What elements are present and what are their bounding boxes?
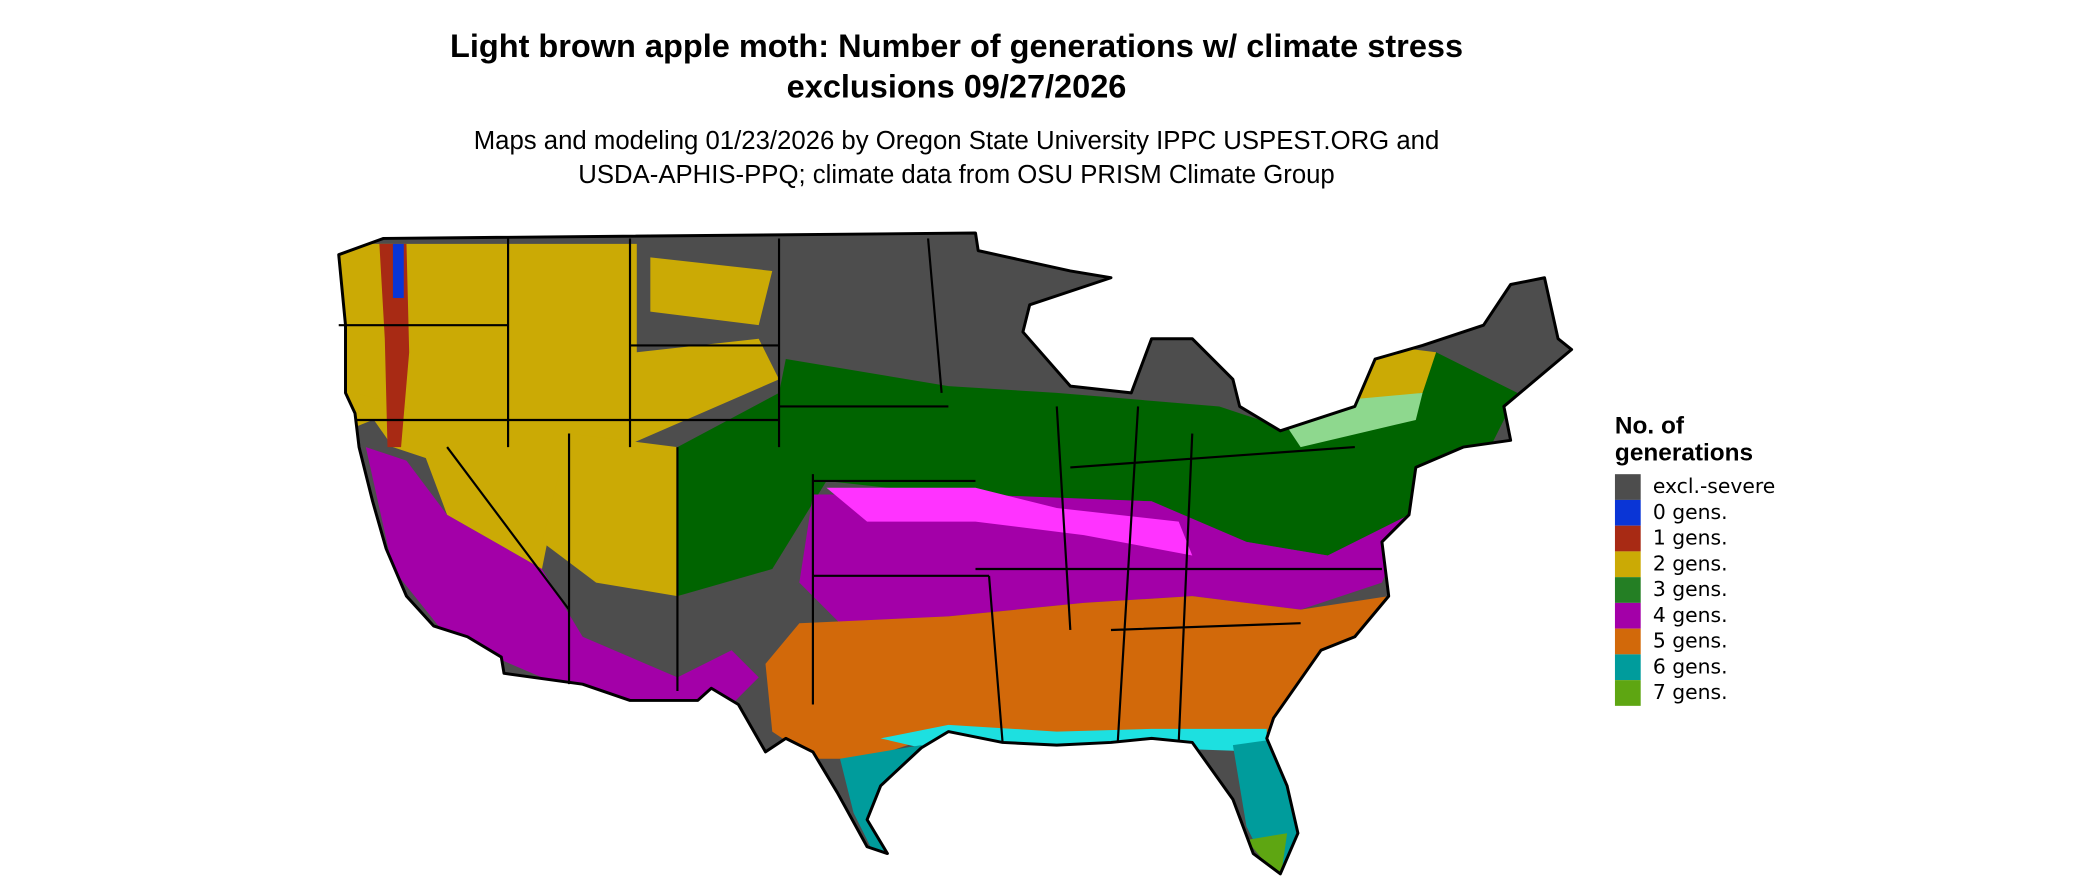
title-line: exclusions 09/27/2026: [787, 69, 1127, 105]
legend-swatch: [1614, 628, 1641, 655]
region: [1246, 833, 1288, 874]
map: [338, 233, 1572, 874]
subtitle-line: Maps and modeling 01/23/2026 by Oregon S…: [474, 127, 1440, 155]
region: [650, 257, 773, 326]
region: [677, 352, 1518, 597]
legend-label: 0 gens.: [1653, 500, 1728, 524]
legend-label: 5 gens.: [1653, 629, 1728, 653]
legend-swatch: [1614, 551, 1641, 578]
legend-swatch: [1614, 499, 1641, 526]
legend-swatch: [1614, 474, 1641, 500]
region: [840, 745, 949, 868]
subtitle-line: USDA-APHIS-PPQ; climate data from OSU PR…: [578, 161, 1335, 189]
state-borders: [337, 231, 1574, 876]
legend-label: 6 gens.: [1653, 654, 1728, 678]
region: [765, 596, 1389, 759]
region: [392, 243, 404, 299]
legend-label: 7 gens.: [1653, 680, 1728, 704]
legend-swatch: [1614, 654, 1641, 681]
legend-label: excl.-severe: [1653, 474, 1775, 498]
legend-swatch: [1614, 577, 1641, 603]
title-line: Light brown apple moth: Number of genera…: [450, 28, 1463, 64]
legend-label: 4 gens.: [1653, 603, 1728, 627]
legend-label: 1 gens.: [1653, 526, 1728, 550]
legend-swatch: [1614, 602, 1641, 629]
legend-swatch: [1614, 525, 1641, 552]
legend-label: 3 gens.: [1653, 577, 1728, 601]
region: [799, 494, 1410, 624]
legend-title: generations: [1615, 440, 1753, 467]
region: [826, 487, 1193, 556]
legend-title: No. of: [1615, 413, 1685, 440]
legend-label: 2 gens.: [1653, 551, 1728, 575]
legend-swatch: [1614, 680, 1641, 706]
